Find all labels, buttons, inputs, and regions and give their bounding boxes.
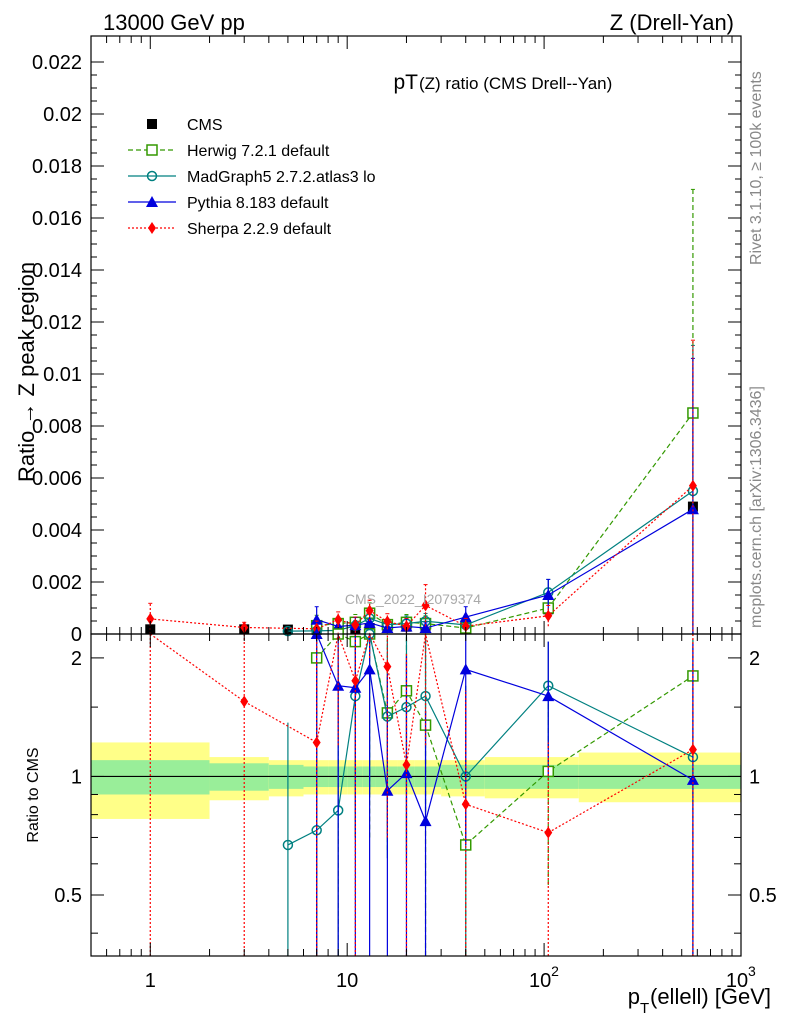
ratio-point	[381, 784, 394, 796]
ratio-point	[282, 839, 294, 851]
main-ytick-label: 0.014	[32, 260, 82, 282]
main-ytick-label: 0.012	[32, 312, 82, 334]
ratio-point	[688, 743, 697, 756]
legend-item: MadGraph5 2.7.2.atlas3 lo	[128, 169, 376, 186]
legend-marker	[148, 222, 156, 234]
ratio-series-layer	[149, 628, 699, 956]
legend-marker	[146, 196, 158, 207]
main-point	[421, 599, 430, 612]
legend-label: CMS	[187, 117, 223, 134]
ratio-ylabel: Ratio to CMS	[25, 747, 42, 842]
legend: CMS Herwig 7.2.1 default MadGraph5 2.7.2.a…	[128, 117, 376, 238]
ratio-series-Sherpa 2.2.9 default	[149, 631, 697, 956]
main-point	[402, 620, 411, 633]
main-ytick-label: 0.02	[43, 104, 82, 126]
ratio-point	[363, 663, 376, 675]
main-point	[363, 616, 376, 628]
ratio-band-inner	[91, 760, 210, 795]
main-point	[146, 612, 155, 625]
legend-label: Herwig 7.2.1 default	[187, 143, 330, 160]
main-ylabel: Ratio → Z peak region	[14, 262, 39, 482]
main-ytick-label: 0.016	[32, 208, 82, 230]
ratio-point	[459, 663, 472, 675]
ratio-point	[351, 674, 360, 687]
xtick-exponent: 3	[748, 963, 756, 979]
main-point	[461, 620, 470, 633]
main-line	[150, 485, 694, 630]
main-point	[310, 613, 323, 625]
legend-label: Sherpa 2.2.9 default	[187, 221, 332, 238]
legend-item: Herwig 7.2.1 default	[128, 143, 330, 160]
main-point	[686, 503, 699, 515]
main-point	[351, 618, 360, 631]
main-ytick-label: 0.008	[32, 416, 82, 438]
source-label: mcplots.cern.ch [arXiv:1306.3436]	[748, 386, 765, 628]
main-point	[383, 615, 392, 628]
ratio-panel: 0.5 0.51 12 21 10 10 2 10 3 Ratio to CMS p T (el…	[25, 628, 777, 1017]
legend-item: Pythia 8.183 default	[128, 195, 329, 212]
main-point	[544, 609, 553, 622]
header-left: 13000 GeV pp	[103, 10, 245, 35]
ratio-ytick-label: 2	[71, 648, 82, 670]
legend-marker	[146, 170, 158, 182]
ratio-point	[240, 695, 249, 708]
main-point	[542, 589, 555, 600]
ratio-point	[312, 736, 321, 749]
ratio-ytick-label: 1	[71, 766, 82, 788]
xlabel-sub: T	[640, 1000, 649, 1017]
main-ytick-label: 0	[71, 624, 82, 646]
ratio-point	[419, 815, 432, 827]
ratio-bands-layer	[91, 742, 741, 819]
main-point	[334, 613, 343, 626]
main-point	[688, 479, 697, 492]
legend-item: Sherpa 2.2.9 default	[128, 221, 332, 238]
rivet-label: Rivet 3.1.10, ≥ 100k events	[748, 71, 765, 265]
main-ytick-label: 0.002	[32, 572, 82, 594]
xlabel-rest: (ellell) [GeV]	[650, 984, 771, 1009]
main-point	[459, 611, 472, 623]
xtick-label: 10	[726, 970, 748, 992]
ratio-point	[461, 798, 470, 811]
ratio-line	[316, 633, 694, 824]
legend-label: Pythia 8.183 default	[187, 195, 329, 212]
main-ytick-label: 0.01	[43, 364, 82, 386]
main-series-Sherpa 2.2.9 default	[146, 339, 697, 635]
main-panel: 0 0.002 0.004 0.006 0.008 0.01 0.012 0.014 0.016…	[14, 35, 742, 646]
main-ytick-label: 0.022	[32, 52, 82, 74]
ratio-ytick-label-right: 2	[749, 648, 760, 670]
watermark: CMS_2022_I2079374	[345, 591, 481, 607]
ratio-ytick-label-right: 0.5	[749, 885, 777, 907]
main-ytick-label: 0.006	[32, 468, 82, 490]
ratio-point	[400, 767, 413, 779]
ratio-point	[542, 690, 555, 702]
legend-label: MadGraph5 2.7.2.atlas3 lo	[187, 169, 376, 186]
ratio-point	[383, 660, 392, 673]
ratio-ytick-label: 0.5	[54, 885, 82, 907]
legend-marker	[146, 144, 158, 156]
plot-title-rest: (Z) ratio (CMS Drell--Yan)	[419, 74, 612, 93]
xtick-exponent: 2	[551, 963, 559, 979]
header-right: Z (Drell-Yan)	[610, 10, 734, 35]
main-ytick-label: 0.018	[32, 156, 82, 178]
main-point	[419, 622, 432, 634]
xtick-label: 10	[336, 970, 358, 992]
ratio-frame	[90, 633, 742, 957]
ratio-ytick-label-right: 1	[749, 766, 760, 788]
ratio-line	[149, 631, 694, 834]
legend-marker	[147, 119, 157, 129]
main-point	[365, 604, 374, 617]
ratio-point	[402, 758, 411, 771]
xtick-label: 10	[529, 970, 551, 992]
ratio-point	[544, 826, 553, 839]
legend-item: CMS	[147, 117, 223, 134]
xlabel-main: p	[628, 984, 640, 1009]
main-ytick-label: 0.004	[32, 520, 82, 542]
plot-title-main: pT	[393, 71, 418, 94]
xtick-label: 1	[145, 970, 156, 992]
